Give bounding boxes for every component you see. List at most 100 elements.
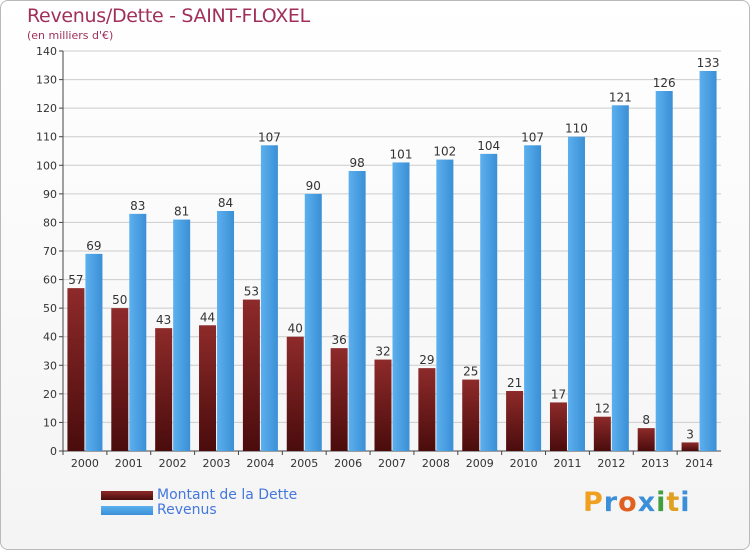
bar-debt-2006 — [330, 348, 348, 451]
bar-revenue-2007 — [392, 162, 410, 451]
x-tick-label: 2009 — [466, 457, 494, 470]
bar-debt-2002 — [155, 328, 173, 451]
y-tick-label: 10 — [43, 416, 57, 429]
x-tick-label: 2000 — [71, 457, 99, 470]
y-tick-label: 0 — [50, 445, 57, 458]
bar-revenue-2011 — [567, 136, 585, 451]
x-tick-label: 2002 — [159, 457, 187, 470]
data-label-debt-2008: 29 — [419, 353, 434, 367]
x-tick-label: 2011 — [553, 457, 581, 470]
legend-swatch-debt — [101, 490, 153, 500]
data-label-debt-2001: 50 — [112, 293, 127, 307]
x-tick-label: 2005 — [290, 457, 318, 470]
legend-label-debt: Montant de la Dette — [157, 487, 298, 503]
logo-letter: x — [637, 487, 657, 518]
data-label-debt-2012: 12 — [595, 402, 610, 416]
x-tick-label: 2004 — [246, 457, 274, 470]
logo-letter: i — [656, 487, 667, 518]
y-tick-label: 20 — [43, 388, 57, 401]
y-tick-label: 120 — [36, 102, 57, 115]
bar-revenue-2013 — [655, 91, 673, 451]
data-label-revenue-2014: 133 — [697, 56, 720, 70]
bar-debt-2011 — [549, 402, 567, 451]
data-label-debt-2010: 21 — [507, 376, 522, 390]
data-label-revenue-2003: 84 — [218, 196, 233, 210]
y-tick-label: 40 — [43, 331, 57, 344]
axes: 0 10 20 30 40 50 60 70 80 90 100 110 120 130 140 2000 20… — [36, 45, 721, 470]
bar-debt-2013 — [637, 428, 655, 451]
bar-revenue-2002 — [173, 219, 191, 451]
data-label-revenue-2005: 90 — [306, 179, 321, 193]
data-label-revenue-2001: 83 — [130, 199, 145, 213]
bar-debt-2008 — [418, 368, 436, 451]
y-tick-label: 80 — [43, 216, 57, 229]
data-label-debt-2011: 17 — [551, 387, 566, 401]
data-label-debt-2003: 44 — [200, 310, 215, 324]
data-label-revenue-2004: 107 — [258, 130, 281, 144]
chart-subtitle: (en milliers d'€) — [27, 29, 114, 42]
y-tick-label: 140 — [36, 45, 57, 58]
x-tick-label: 2007 — [378, 457, 406, 470]
data-label-debt-2007: 32 — [375, 345, 390, 359]
data-label-debt-2000: 57 — [68, 273, 83, 287]
x-tick-label: 2012 — [597, 457, 625, 470]
data-label-revenue-2013: 126 — [653, 76, 676, 90]
x-tick-label: 2010 — [510, 457, 538, 470]
y-tick-label: 130 — [36, 74, 57, 87]
bar-revenue-2003 — [217, 211, 235, 451]
bar-debt-2004 — [242, 299, 260, 451]
legend-item-debt: Montant de la Dette — [101, 487, 297, 503]
data-label-revenue-2006: 98 — [349, 156, 364, 170]
x-tick-label: 2014 — [685, 457, 713, 470]
data-label-debt-2014: 3 — [686, 427, 694, 441]
data-label-debt-2002: 43 — [156, 313, 171, 327]
bar-revenue-2009 — [480, 153, 498, 451]
data-label-revenue-2002: 81 — [174, 205, 189, 219]
bar-revenue-2006 — [348, 171, 366, 451]
bar-debt-2003 — [199, 325, 217, 451]
bars — [67, 71, 717, 452]
x-tick-label: 2001 — [115, 457, 143, 470]
bar-debt-2009 — [462, 379, 480, 451]
chart-title: Revenus/Dette - SAINT-FLOXEL — [27, 5, 310, 27]
bar-revenue-2004 — [260, 145, 278, 452]
data-label-revenue-2008: 102 — [433, 145, 456, 159]
data-label-revenue-2009: 104 — [477, 139, 500, 153]
y-tick-label: 60 — [43, 274, 57, 287]
legend-label-revenue: Revenus — [157, 502, 217, 518]
logo-letter: o — [618, 487, 638, 518]
bar-debt-2014 — [681, 442, 699, 451]
proxiti-logo: Proxiti — [583, 487, 691, 518]
logo-letter: i — [680, 487, 691, 518]
y-tick-label: 110 — [36, 131, 57, 144]
x-tick-label: 2008 — [422, 457, 450, 470]
data-label-revenue-2012: 121 — [609, 90, 632, 104]
data-label-debt-2006: 36 — [331, 333, 346, 347]
data-labels: 5769508343814484531074090369832101291022… — [68, 56, 719, 441]
y-tick-label: 70 — [43, 245, 57, 258]
y-tick-label: 30 — [43, 359, 57, 372]
logo-letter: P — [583, 487, 604, 518]
y-tick-label: 50 — [43, 302, 57, 315]
bar-debt-2001 — [111, 308, 129, 451]
bar-revenue-2010 — [524, 145, 542, 452]
bar-revenue-2000 — [85, 253, 103, 451]
bar-debt-2005 — [286, 336, 304, 451]
x-tick-label: 2013 — [641, 457, 669, 470]
data-label-revenue-2000: 69 — [86, 239, 101, 253]
data-label-revenue-2010: 107 — [521, 130, 544, 144]
grid-lines — [63, 50, 721, 452]
logo-letter: r — [603, 487, 619, 518]
y-tick-label: 90 — [43, 188, 57, 201]
legend-swatch-revenue — [101, 505, 153, 515]
data-label-revenue-2007: 101 — [390, 147, 413, 161]
bar-revenue-2014 — [699, 71, 717, 451]
data-label-revenue-2011: 110 — [565, 122, 588, 136]
bar-debt-2000 — [67, 288, 85, 451]
data-label-debt-2005: 40 — [288, 322, 303, 336]
data-label-debt-2013: 8 — [642, 413, 650, 427]
data-label-debt-2004: 53 — [244, 285, 259, 299]
x-tick-label: 2006 — [334, 457, 362, 470]
